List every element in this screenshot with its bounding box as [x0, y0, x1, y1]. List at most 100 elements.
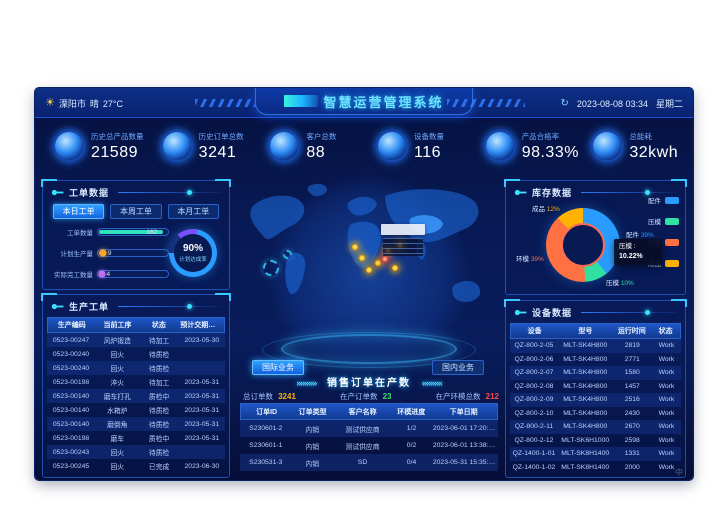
legend-swatch	[665, 217, 679, 225]
kpi-label: 总能耗	[629, 131, 652, 141]
panel-title: 设备数据	[532, 308, 573, 318]
table-cell: 0523-00198	[52, 434, 90, 442]
table-cell: S230601-1	[249, 442, 283, 449]
kpi-energy: 总能耗 32kwh	[579, 120, 687, 172]
world-map	[235, 166, 503, 376]
table-cell: 回火	[110, 366, 125, 373]
weather-widget: ☀ 溧阳市 晴 27°C	[45, 97, 123, 110]
table-cell: MLT-SK4H800	[563, 409, 608, 417]
domestic-business-button[interactable]: 国内业务	[432, 360, 484, 375]
panel-line	[581, 310, 677, 315]
table-cell: 测试供应商	[345, 443, 380, 451]
kpi-value: 3241	[198, 143, 237, 161]
table-cell: 磨车打孔	[103, 394, 131, 401]
tab-today[interactable]: 本日工单	[53, 204, 105, 219]
weather-city: 溧阳市	[58, 99, 86, 109]
kpi-label: 历史总产品数量	[91, 131, 144, 141]
legend-item[interactable]: 配件	[648, 195, 679, 205]
panel-title: 库存数据	[532, 188, 573, 198]
map-marker[interactable]	[352, 244, 358, 250]
table-row: 0523-00240 回火 待质检	[47, 361, 225, 375]
table-cell: 2023-05-31	[184, 420, 220, 428]
donut-hole	[561, 223, 605, 267]
table-cell: 0523-00140	[52, 392, 90, 400]
map-marker[interactable]	[375, 260, 381, 266]
donut-callout: 环模 39%	[516, 253, 544, 263]
table-cell: 待质检	[148, 366, 170, 373]
kpi-label: 设备数量	[414, 131, 445, 141]
table-cell: 2023-06-01 17:20:53	[432, 425, 496, 432]
table-cell: Work	[658, 436, 675, 444]
legend-label: 配件	[648, 198, 661, 205]
legend-label: 压模	[648, 219, 661, 226]
table-cell: 0523-00198	[52, 378, 90, 386]
table-cell: 2516	[624, 396, 640, 404]
kpi-value: 88	[306, 143, 326, 161]
donut-callout: 压模 10%	[606, 277, 634, 287]
table-cell: 磨倒角	[107, 422, 128, 429]
stat-inproduction-orders: 在产订单数 23	[340, 391, 392, 402]
table-row: QZ-800-2-12 MLT-SK6H1000 2598 Work	[510, 434, 681, 448]
callout-pct: 12%	[546, 206, 560, 213]
table-header-row: 生产编码 当前工序 状态 预计交期时间	[47, 317, 225, 333]
table-row: QZ-1400-1-02 MLT-SK8H1400 2000 Work	[510, 461, 681, 475]
map-marker[interactable]	[392, 265, 398, 271]
bar-dot	[98, 270, 105, 278]
sales-title-row: »»»»» 销售订单在产数 «««««	[235, 374, 503, 389]
gear-icon	[283, 250, 292, 259]
callout-pct: 10%	[620, 280, 634, 287]
table-cell: 回火	[110, 464, 125, 471]
sales-stats-row: 总订单数 3241 在产订单数 23 在产环模总数 212	[243, 391, 499, 402]
bar-work-order-count: 工单数量 162	[51, 227, 169, 237]
bar-planned-output: 计划生产量 9	[51, 248, 169, 258]
bar-actual-finished: 实际完工数量 4	[51, 269, 169, 279]
map-tooltip-detail	[383, 238, 423, 256]
table-header-row: 设备 型号 运行时间 状态	[510, 323, 681, 339]
table-cell: 待质检	[148, 352, 170, 359]
map-marker[interactable]	[366, 267, 372, 273]
kpi-value: 21589	[91, 143, 138, 161]
panel-line	[118, 304, 221, 309]
table-body: S230601-2 内销 测试供应商 1/2 2023-06-01 17:20:53 S2…	[240, 420, 498, 471]
table-cell: MLT-SK4H800	[563, 396, 608, 404]
bar-track: 9	[97, 249, 169, 257]
table-cell: MLT-SK8H1400	[561, 450, 610, 458]
bar-value: 162	[146, 229, 158, 236]
table-cell: S230531-3	[249, 459, 283, 466]
table-cell: QZ-800-2-12	[514, 436, 554, 444]
key-icon	[51, 189, 64, 196]
table-cell: 2023-06-01 13:38:30	[432, 442, 496, 449]
refresh-icon[interactable]: ↻	[560, 97, 569, 109]
bar-label: 工单数量	[67, 230, 93, 237]
map-marker[interactable]	[359, 255, 365, 261]
legend-swatch	[665, 196, 679, 204]
tab-week[interactable]: 本周工单	[110, 204, 162, 219]
table-row: 0523-00198 磨车 质检中 2023-05-31	[47, 431, 225, 445]
table-cell: 0523-00140	[52, 420, 90, 428]
map-marker-alert[interactable]	[382, 256, 388, 262]
kpi-total-customers: 客户总数 88	[256, 120, 364, 172]
table-cell: MLT-SK8H1400	[561, 463, 610, 471]
kpi-orb-icon	[162, 132, 191, 160]
kpi-orb-icon	[55, 132, 83, 160]
table-cell: 测试供应商	[345, 426, 380, 434]
column-header: 订单ID	[256, 408, 278, 416]
equipment-table: 设备 型号 运行时间 状态 QZ-800-2-05 MLT-SK4H800 2819…	[510, 323, 681, 474]
column-header: 型号	[578, 328, 593, 335]
table-cell: 待质检	[148, 450, 170, 457]
key-icon	[51, 303, 64, 310]
table-cell: 风炉锻造	[103, 338, 131, 345]
intl-business-button[interactable]: 国际业务	[252, 360, 304, 375]
table-cell: 2771	[624, 355, 640, 363]
column-header: 下单日期	[449, 408, 478, 416]
table-row: 0523-00243 回火 待质检	[47, 445, 225, 459]
legend-item[interactable]: 压模	[648, 216, 679, 226]
table-cell: 2430	[624, 409, 640, 417]
tab-month[interactable]: 本月工单	[167, 204, 219, 219]
table-cell: 回火	[110, 450, 125, 457]
table-header-row: 订单ID 订单类型 客户名称 环模进度 下单日期	[240, 403, 498, 420]
table-cell: 2023-05-30	[184, 336, 220, 344]
arrows-left-icon: «««««	[421, 378, 443, 388]
header-stripes-left	[195, 99, 273, 107]
stat-total-orders: 总订单数 3241	[243, 391, 296, 402]
